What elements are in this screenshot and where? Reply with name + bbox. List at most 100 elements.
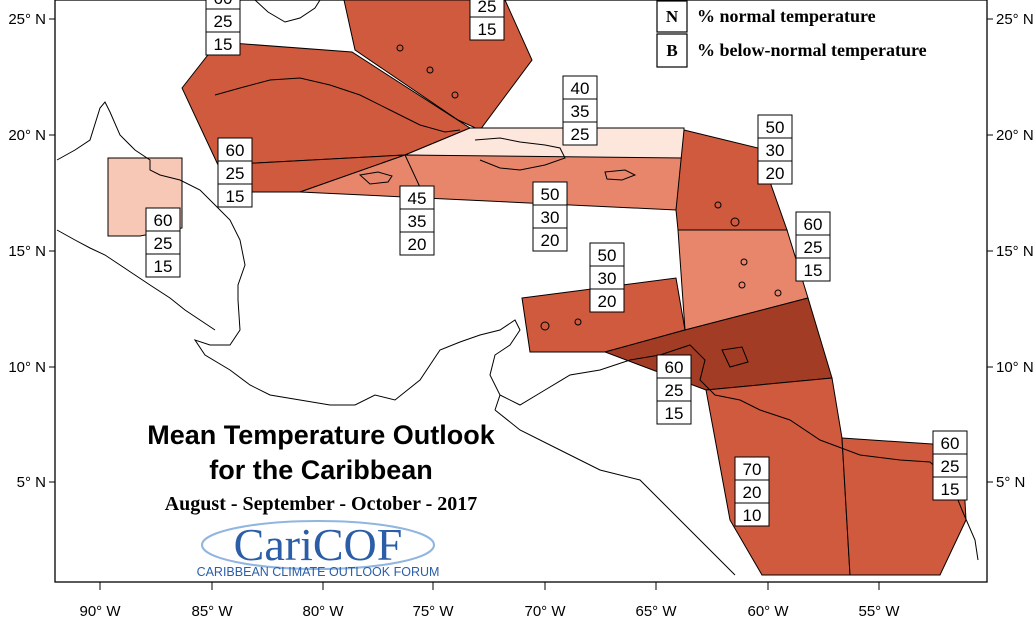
probability-value: 25: [226, 164, 245, 183]
probability-value: 60: [226, 141, 245, 160]
lon-tick-label: 65° W: [635, 603, 677, 620]
lat-tick-label: 20° N: [996, 127, 1034, 144]
lon-tick-label: 60° W: [747, 603, 789, 620]
island-mark: [540, 321, 550, 331]
lon-tick-label: 90° W: [79, 603, 121, 620]
probability-value: 30: [598, 269, 617, 288]
logo-swoosh: [201, 520, 435, 570]
legend-label-normal: % normal temperature: [697, 6, 876, 26]
coastline-jamaica: [358, 171, 393, 185]
island-mark: [451, 91, 459, 99]
map-title-line2: for the Caribbean: [209, 455, 433, 485]
coastlines: [56, 0, 979, 576]
probability-value: 15: [665, 404, 684, 423]
probability-value: 60: [804, 215, 823, 234]
probability-value: 25: [154, 234, 173, 253]
probability-value: 25: [804, 238, 823, 257]
probability-value: 25: [571, 125, 590, 144]
probability-cell: [532, 227, 568, 252]
probability-box-northern-lesser-antilles: 60 25 15: [795, 211, 831, 282]
coastline-puerto-rico: [604, 169, 637, 181]
probability-value: 30: [541, 208, 560, 227]
lon-tick-label: 80° W: [302, 603, 344, 620]
legend-label-below: % below-normal temperature: [697, 40, 927, 60]
logo-wordmark: CariCOF: [234, 519, 403, 570]
lon-tick-label: 75° W: [412, 603, 454, 620]
caricof-logo: CariCOF CARIBBEAN CLIMATE OUTLOOK FORUM: [197, 519, 440, 579]
probability-box-western-caribbean: 60 25 15: [145, 207, 181, 278]
probability-value: 20: [766, 164, 785, 183]
probability-cell: [205, 31, 241, 56]
latitude-labels-left: 25° N 20° N 15° N 10° N 5° N: [8, 11, 55, 491]
probability-cell: [469, 16, 505, 41]
island-mark: [574, 318, 582, 326]
legend-key-below: B: [666, 41, 677, 60]
island-mark: [774, 289, 782, 297]
legend-key-box-below: [656, 33, 688, 68]
island-marks: [396, 44, 782, 331]
lat-tick-label: 15° N: [8, 243, 46, 260]
probability-box-jamaica: 50 30 20: [532, 181, 568, 252]
island-mark: [730, 217, 740, 227]
lat-tick-label: 10° N: [996, 359, 1034, 376]
probability-box-windward-islands: 50 30 20: [589, 242, 625, 313]
legend-key-normal: N: [666, 7, 679, 26]
probability-value: 60: [665, 358, 684, 377]
probability-value: 25: [665, 381, 684, 400]
probability-box-cuba: 60 25 15: [217, 137, 253, 208]
probability-value: 35: [408, 212, 427, 231]
lat-tick-label: 25° N: [996, 11, 1034, 28]
probability-box-belize: 45 35 20: [399, 185, 435, 256]
probability-value: 50: [766, 118, 785, 137]
title-block: Mean Temperature Outlook for the Caribbe…: [147, 420, 496, 515]
probability-value: 25: [214, 12, 233, 31]
probability-cell: [399, 231, 435, 256]
probability-value: 20: [541, 231, 560, 250]
probability-box-top-partial: 60 25 15: [205, 0, 241, 56]
probability-value: 20: [408, 235, 427, 254]
probability-cell: [145, 253, 181, 278]
probability-cell: [656, 400, 692, 425]
probability-value: 50: [541, 185, 560, 204]
coastline-hispaniola: [474, 137, 566, 171]
probability-value: 15: [226, 187, 245, 206]
probability-cell: [589, 288, 625, 313]
probability-box-hispaniola-puerto-rico: 50 30 20: [757, 114, 793, 185]
coastline-central-america: [56, 101, 521, 411]
probability-cell: [217, 183, 253, 208]
lat-tick-label: 25° N: [8, 11, 46, 28]
probability-value: 40: [571, 79, 590, 98]
probability-value: 15: [478, 20, 497, 39]
probability-value: 15: [941, 480, 960, 499]
probability-box-trinidad-tobago: 70 20 10: [734, 456, 770, 527]
coastline-colombia-west: [494, 409, 736, 576]
probability-cell: [795, 257, 831, 282]
lon-tick-label: 70° W: [524, 603, 566, 620]
probability-value: 35: [571, 102, 590, 121]
coastline-cuba: [214, 77, 461, 133]
probability-value: 15: [214, 35, 233, 54]
probability-value: 15: [804, 261, 823, 280]
probability-value: 10: [743, 506, 762, 525]
probability-value: 15: [154, 257, 173, 276]
longitude-labels: 90° W 85° W 80° W 75° W 70° W 65° W 60° W 55° W: [79, 582, 900, 620]
lat-tick-label: 20° N: [8, 127, 46, 144]
legend-key-box-normal: [656, 0, 688, 33]
logo-subtitle: CARIBBEAN CLIMATE OUTLOOK FORUM: [197, 565, 440, 579]
lat-tick-label: 15° N: [996, 243, 1034, 260]
lon-tick-label: 85° W: [191, 603, 233, 620]
probability-value: 20: [743, 483, 762, 502]
probability-cell: [757, 160, 793, 185]
probability-box-abc-islands: 60 25 15: [656, 354, 692, 425]
probability-value: 60: [941, 434, 960, 453]
island-mark: [426, 66, 434, 74]
probability-cell: [734, 502, 770, 527]
latitude-labels-right: 25° N 20° N 15° N 10° N 5° N: [987, 11, 1034, 491]
probability-value: 25: [478, 0, 497, 16]
island-mark: [714, 201, 722, 209]
legend: N % normal temperature B % below-normal …: [656, 0, 927, 68]
probability-cell: [562, 121, 598, 146]
probability-value: 60: [214, 0, 233, 8]
